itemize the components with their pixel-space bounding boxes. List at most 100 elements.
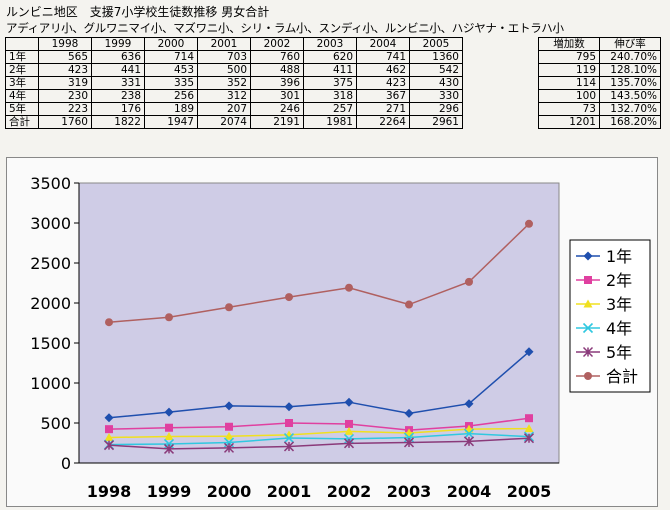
value-cell: 1981 [303, 115, 357, 129]
growth-cell: 168.20% [599, 115, 661, 129]
row-label-cell: 4年 [5, 89, 39, 103]
table-row: 4年 230 238 256 312 301 318 367 330 [5, 89, 463, 103]
data-point [464, 399, 474, 409]
growth-cell: 119 [538, 63, 600, 77]
data-point [463, 436, 475, 447]
value-cell: 256 [144, 89, 198, 103]
data-point [343, 438, 355, 449]
table-row: 5年 223 176 189 207 246 257 271 296 [5, 102, 463, 116]
value-cell: 223 [38, 102, 92, 116]
legend-marker [584, 372, 592, 380]
data-point [225, 422, 233, 431]
chart-area: 0 500 1000 1500 2000 2500 3000 3500 1998 1999 2000… [6, 157, 658, 507]
growth-table: 増加数 伸び率 795 240.70% 119 128.10% 114 135.70% 100 1… [538, 37, 661, 129]
page-title: ルンビニ地区 支援7小学校生徒数推移 男女合計 [6, 5, 270, 19]
value-cell: 312 [197, 89, 251, 103]
table-row: 1年 565 636 714 703 760 620 741 1360 [5, 50, 463, 64]
x-tick-label: 2000 [207, 482, 252, 501]
data-point [525, 219, 533, 228]
value-cell: 230 [38, 89, 92, 103]
data-point [523, 433, 535, 444]
value-cell: 367 [356, 89, 410, 103]
row-label-cell: 1年 [5, 50, 39, 64]
value-cell: 2191 [250, 115, 304, 129]
y-tick-label: 500 [40, 414, 71, 433]
value-cell: 423 [38, 63, 92, 77]
series-line [108, 223, 530, 323]
value-cell: 542 [409, 63, 463, 77]
value-cell: 453 [144, 63, 198, 77]
data-point [404, 408, 414, 418]
year-header-cell: 2003 [303, 37, 357, 51]
value-cell: 636 [91, 50, 145, 64]
data-point [225, 303, 233, 312]
value-cell: 423 [356, 76, 410, 90]
data-point [524, 347, 534, 357]
data-point [224, 431, 234, 440]
y-tick-label: 3000 [30, 214, 71, 233]
data-point [405, 300, 413, 309]
value-cell: 257 [303, 102, 357, 116]
value-cell: 500 [197, 63, 251, 77]
data-point [344, 426, 354, 435]
series-合計 [105, 219, 533, 327]
y-tick-label: 2500 [30, 254, 71, 273]
data-point [164, 407, 174, 417]
legend-label: 1年 [606, 247, 632, 266]
school-list: アディアリ小、グルワニマイ小、マズワニ小、シリ・ラム小、スンディ小、ルンビニ小、… [6, 21, 564, 35]
data-point [105, 318, 113, 327]
series-line [108, 437, 530, 450]
growth-cell: 114 [538, 76, 600, 90]
value-cell: 620 [303, 50, 357, 64]
growth-row: 119 128.10% [538, 63, 661, 77]
legend-label: 2年 [606, 271, 632, 290]
data-point [285, 293, 293, 302]
value-cell: 411 [303, 63, 357, 77]
data-point [103, 440, 115, 451]
year-header-cell: 1998 [38, 37, 92, 51]
value-cell: 703 [197, 50, 251, 64]
table-row: 3年 319 331 335 352 396 375 423 430 [5, 76, 463, 90]
value-cell: 1760 [38, 115, 92, 129]
value-cell: 462 [356, 63, 410, 77]
series-line [108, 351, 530, 419]
value-cell: 441 [91, 63, 145, 77]
table-header-row: 1998 1999 2000 2001 2002 2003 2004 2005 [5, 37, 463, 51]
value-cell: 296 [409, 102, 463, 116]
data-point [525, 414, 533, 423]
value-cell: 741 [356, 50, 410, 64]
data-point [345, 419, 353, 428]
value-cell: 396 [250, 76, 304, 90]
series-line [108, 417, 530, 431]
legend-marker [584, 276, 592, 284]
legend-marker [582, 322, 594, 334]
series-line [108, 427, 530, 439]
legend-marker [583, 251, 593, 261]
data-point [223, 442, 235, 453]
data-point [283, 432, 295, 444]
legend-label: 3年 [606, 295, 632, 314]
y-tick-label: 1000 [30, 374, 71, 393]
table-corner-cell [5, 37, 39, 51]
table-row: 合計 1760 1822 1947 2074 2191 1981 2264 2961 [5, 115, 463, 129]
row-label-cell: 3年 [5, 76, 39, 90]
data-point [524, 424, 534, 433]
legend-marker [583, 299, 593, 308]
data-point [403, 437, 415, 448]
growth-cell: 73 [538, 102, 600, 116]
data-point [224, 401, 234, 411]
value-cell: 375 [303, 76, 357, 90]
series-line [108, 432, 530, 446]
growth-header-cell: 伸び率 [599, 37, 661, 51]
growth-row: 114 135.70% [538, 76, 661, 90]
value-cell: 760 [250, 50, 304, 64]
value-cell: 352 [197, 76, 251, 90]
value-cell: 1360 [409, 50, 463, 64]
value-cell: 335 [144, 76, 198, 90]
enrollment-table: 1998 1999 2000 2001 2002 2003 2004 2005 1年 565 636… [5, 37, 463, 129]
value-cell: 331 [91, 76, 145, 90]
data-point [345, 283, 353, 292]
value-cell: 2961 [409, 115, 463, 129]
legend-label: 4年 [606, 319, 632, 338]
value-cell: 238 [91, 89, 145, 103]
